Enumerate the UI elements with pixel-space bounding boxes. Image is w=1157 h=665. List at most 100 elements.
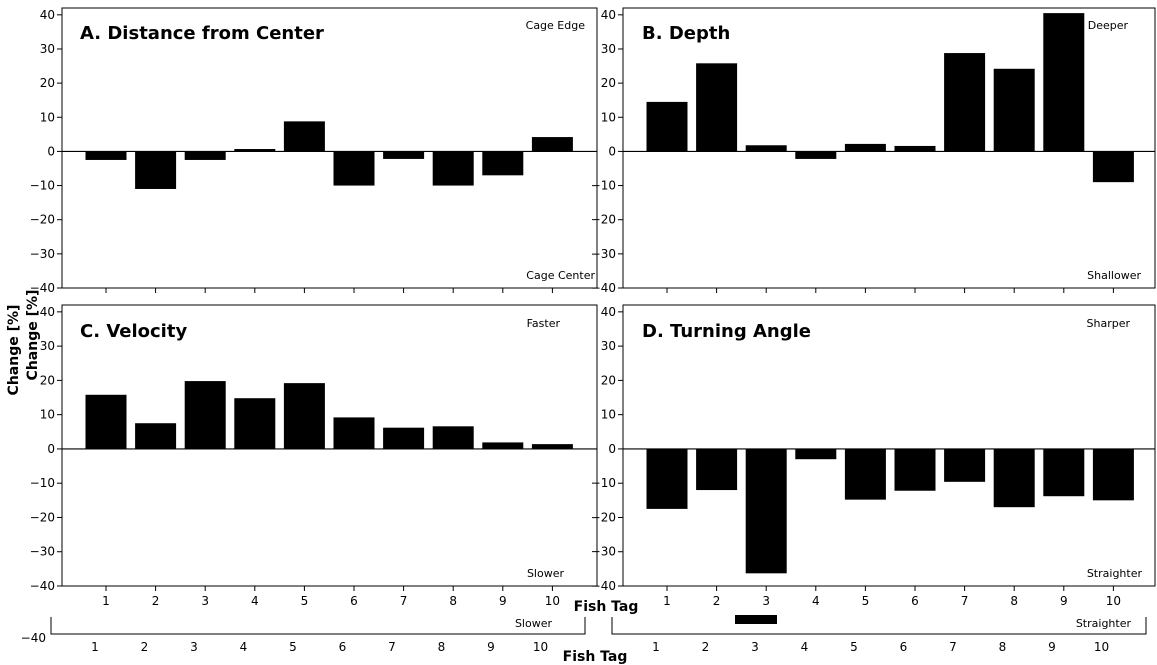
bar-8 — [993, 448, 1035, 508]
y-tick-label: 0 — [608, 144, 616, 158]
x-ticks: 1 2 3 4 5 6 7 8 9 10 — [663, 586, 1121, 608]
x-tick-label: 2 — [713, 594, 721, 608]
ghost-bar-fragment — [735, 615, 777, 624]
panel-title: B. Depth — [642, 23, 730, 44]
ghost-x-tick-label: 6 — [339, 640, 347, 654]
y-tick-label: −40 — [591, 579, 616, 593]
y-tick-label: 20 — [40, 373, 55, 387]
bar-3 — [184, 151, 226, 160]
x-ticks — [105, 288, 553, 293]
ghost-x-tick-label: 2 — [702, 640, 710, 654]
bar-9 — [482, 151, 524, 176]
bar-group — [646, 13, 1134, 183]
bar-1 — [85, 394, 127, 449]
panel-b: −40 −30 −20 −10 0 10 20 30 40 B. Depth Deeper Sh… — [591, 7, 1156, 295]
ghost-x-tick-label: 2 — [141, 640, 149, 654]
ghost-x-tick-label: 10 — [1094, 640, 1109, 654]
y-tick-label: 40 — [40, 305, 55, 319]
bar-4 — [795, 448, 837, 460]
panel-a: −40 −30 −20 −10 0 10 20 30 40 A. Distance from C… — [30, 7, 598, 295]
x-tick-label: 3 — [762, 594, 770, 608]
ghost-slower: Slower — [515, 617, 553, 630]
y-axis: −40 −30 −20 −10 0 10 20 30 40 — [591, 305, 623, 593]
top-annotation: Sharper — [1087, 317, 1131, 330]
bar-9 — [1043, 13, 1085, 152]
bottom-annotation: Straighter — [1087, 567, 1143, 580]
bar-2 — [696, 448, 738, 491]
y-tick-label: 10 — [601, 110, 616, 124]
y-axis: −40 −30 −20 −10 0 10 20 30 40 — [30, 8, 62, 295]
ghost-axis-left — [50, 617, 586, 635]
y-tick-label: 10 — [40, 408, 55, 422]
y-tick-label: 20 — [601, 76, 616, 90]
x-tick-label: 10 — [545, 594, 560, 608]
bar-7 — [944, 53, 986, 152]
bar-group — [85, 381, 573, 449]
ghost-x-axis-label: Fish Tag — [563, 649, 628, 665]
y-tick-label: 40 — [601, 8, 616, 22]
bar-group — [646, 448, 1134, 574]
bar-10 — [531, 137, 573, 152]
bar-2 — [135, 423, 177, 449]
ghost-x-tick-label: 6 — [900, 640, 908, 654]
ghost-x-tick-label: 7 — [949, 640, 957, 654]
y-axis: −40 −30 −20 −10 0 10 20 30 40 — [30, 305, 62, 593]
bar-10 — [531, 444, 573, 449]
bar-5 — [844, 143, 886, 152]
ghost-x-tick-label: 1 — [652, 640, 660, 654]
x-tick-label: 1 — [102, 594, 110, 608]
x-tick-label: 6 — [350, 594, 358, 608]
bar-1 — [85, 151, 127, 160]
y-tick-label: −10 — [30, 179, 55, 193]
ghost-x-tick-label: 10 — [533, 640, 548, 654]
plot-frame — [61, 7, 598, 289]
y-tick-label: −20 — [591, 213, 616, 227]
ghost-x-tick-label: 5 — [289, 640, 297, 654]
y-axis: −40 −30 −20 −10 0 10 20 30 40 — [591, 8, 623, 295]
top-annotation: Cage Edge — [526, 19, 586, 32]
bar-6 — [333, 151, 375, 186]
ghost-x-tick-label: 1 — [91, 640, 99, 654]
ghost-x-tick-label: 7 — [388, 640, 396, 654]
panel-d: −40 −30 −20 −10 0 10 20 30 40 1 2 3 4 5 6 7 8 9 10 D. Tur… — [591, 304, 1156, 608]
top-annotation: Deeper — [1088, 19, 1129, 32]
ghost-x-tick-label: 9 — [487, 640, 495, 654]
bar-6 — [333, 417, 375, 449]
y-tick-label: −40 — [591, 281, 616, 295]
y-tick-label: −40 — [30, 579, 55, 593]
y-tick-label: 20 — [40, 76, 55, 90]
y-tick-label: −30 — [591, 545, 616, 559]
y-tick-label: 30 — [601, 339, 616, 353]
x-tick-label: 6 — [911, 594, 919, 608]
y-tick-label: −30 — [30, 545, 55, 559]
plot-frame — [622, 304, 1156, 587]
panel-c: −40 −30 −20 −10 0 10 20 30 40 1 2 3 4 5 6 7 8 9 10 C. Vel… — [30, 304, 598, 608]
bar-5 — [844, 448, 886, 500]
y-tick-label: 30 — [601, 42, 616, 56]
ghost-x-tick-label: 8 — [438, 640, 446, 654]
panel-title: A. Distance from Center — [80, 23, 324, 44]
bar-4 — [234, 398, 276, 449]
ghost-x-ticks-right: 1 2 3 4 5 6 7 8 9 10 — [652, 640, 1109, 654]
bar-8 — [432, 426, 474, 449]
x-ticks: 1 2 3 4 5 6 7 8 9 10 — [102, 586, 560, 608]
y-tick-label: 0 — [47, 144, 55, 158]
bar-10 — [1092, 151, 1134, 183]
bar-group — [85, 121, 573, 189]
bar-6 — [894, 448, 936, 491]
bar-4 — [234, 149, 276, 152]
ghost-x-tick-label: 5 — [850, 640, 858, 654]
bar-7 — [944, 448, 986, 482]
ghost-x-tick-label: 3 — [751, 640, 759, 654]
bar-9 — [482, 442, 524, 449]
bar-3 — [184, 381, 226, 449]
y-tick-label: −10 — [591, 179, 616, 193]
panel-title: D. Turning Angle — [642, 321, 811, 342]
top-annotation: Faster — [527, 317, 561, 330]
x-ticks — [666, 288, 1114, 293]
bar-3 — [745, 145, 787, 152]
ghost-x-ticks-left: 1 2 3 4 5 6 7 8 9 10 — [91, 640, 548, 654]
x-tick-label: 4 — [812, 594, 820, 608]
bar-6 — [894, 145, 936, 152]
